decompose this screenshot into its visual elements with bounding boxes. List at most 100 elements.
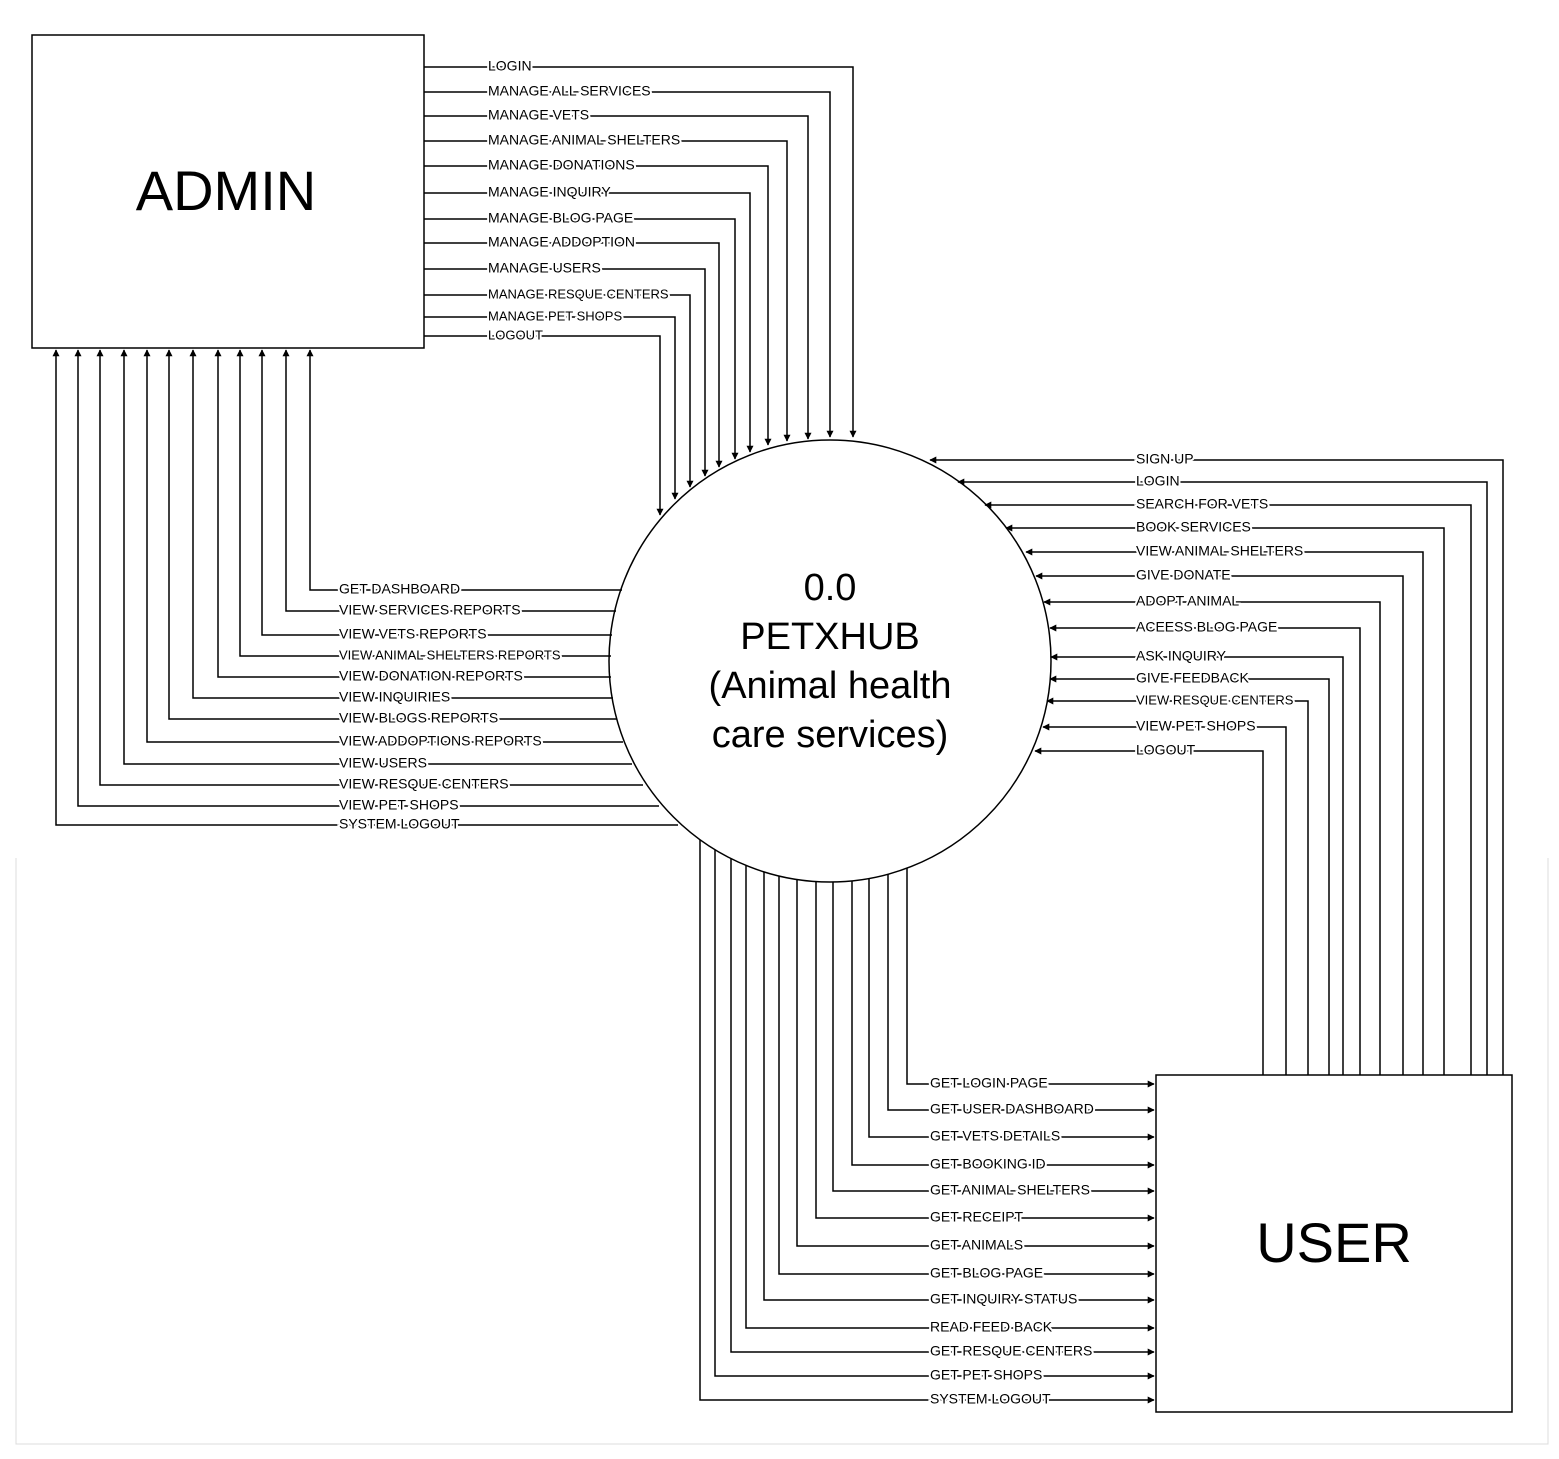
flow-label: MANAGE ALL SERVICES — [488, 83, 651, 99]
process-id: 0.0 — [804, 567, 857, 609]
flow-user-to-system — [984, 501, 1472, 1075]
data-flows: LOGIN MANAGE ALL SERVICES MANAGE VETS MANAG… — [52, 56, 1504, 1409]
admin-entity[interactable]: ADMIN — [31, 34, 425, 349]
flow-system-to-user — [815, 881, 1155, 1222]
process-node[interactable]: 0.0 PETXHUB (Animal health care services… — [608, 439, 1052, 883]
flow-label: GET BLOG PAGE — [930, 1265, 1043, 1281]
admin-label: ADMIN — [136, 159, 316, 222]
flow-label: VIEW SERVICES REPORTS — [339, 602, 521, 618]
flow-admin-to-system — [424, 294, 694, 488]
flow-label: GET ANIMALS — [930, 1237, 1023, 1253]
flow-label: ADOPT ANIMAL — [1136, 593, 1239, 609]
flow-user-to-system — [1049, 624, 1361, 1075]
flow-system-to-admin — [258, 349, 612, 636]
flow-admin-to-system — [424, 66, 857, 438]
flow-label: VIEW VETS REPORTS — [339, 626, 487, 642]
flow-label: SEARCH FOR VETS — [1136, 496, 1268, 512]
flow-label: LOGOUT — [488, 327, 543, 342]
flow-label: VIEW PET SHOPS — [1136, 718, 1256, 734]
flow-system-to-admin — [306, 349, 622, 591]
flow-label: GET BOOKING ID — [930, 1156, 1046, 1172]
flow-admin-to-system — [424, 165, 772, 446]
flow-system-to-user — [763, 871, 1155, 1304]
process-desc-2: care services) — [712, 714, 949, 756]
process-name: PETXHUB — [740, 616, 919, 658]
flow-user-to-system — [1025, 548, 1424, 1075]
flow-system-to-user — [906, 868, 1155, 1088]
flow-user-to-system — [957, 478, 1488, 1075]
flow-label: READ FEED BACK — [930, 1319, 1053, 1335]
flow-system-to-user — [778, 876, 1155, 1278]
flow-label: MANAGE INQUIRY — [488, 184, 611, 200]
flow-label: VIEW BLOGS REPORTS — [339, 710, 498, 726]
flow-user-to-system — [1005, 524, 1445, 1075]
flow-system-to-admin — [189, 349, 613, 699]
flow-label: VIEW RESQUE CENTERS — [339, 776, 509, 792]
flow-label: VIEW ANIMAL SHELTERS REPORTS — [339, 647, 561, 662]
flow-system-to-admin — [214, 349, 611, 678]
flow-label: VIEW INQUIRIES — [339, 689, 450, 705]
flow-label: LOGIN — [488, 58, 532, 74]
flow-system-to-user — [714, 849, 1155, 1380]
flow-user-to-system — [1043, 598, 1381, 1075]
flow-label: BOOK SERVICES — [1136, 519, 1251, 535]
flow-label: VIEW PET SHOPS — [339, 797, 459, 813]
flow-system-to-user — [887, 874, 1155, 1114]
flow-label: GET USER DASHBOARD — [930, 1101, 1094, 1117]
flow-label: ASK INQUIRY — [1136, 648, 1227, 664]
admin-box — [31, 34, 425, 349]
page-frame — [15, 858, 1549, 1445]
flow-label: GET RECEIPT — [930, 1209, 1024, 1225]
flow-label: GET DASHBOARD — [339, 581, 460, 597]
flow-user-to-system — [929, 456, 1504, 1075]
flow-system-to-user — [745, 865, 1155, 1332]
flow-user-to-system — [1046, 697, 1309, 1075]
flow-admin-to-system — [424, 316, 679, 500]
flow-label: GET VETS DETAILS — [930, 1128, 1060, 1144]
flow-label: GET ANIMAL SHELTERS — [930, 1182, 1090, 1198]
flow-admin-to-system — [424, 115, 812, 440]
user-entity[interactable]: USER — [1155, 1074, 1513, 1413]
flow-label: GET PET SHOPS — [930, 1367, 1042, 1383]
flow-label: MANAGE VETS — [488, 107, 589, 123]
flow-label: SIGN UP — [1136, 451, 1194, 467]
flow-label: GET LOGIN PAGE — [930, 1075, 1048, 1091]
flow-admin-to-system — [424, 268, 709, 477]
flow-label: VIEW USERS — [339, 755, 427, 771]
flow-label: ACEESS BLOG PAGE — [1136, 619, 1277, 635]
flow-system-to-user — [851, 880, 1155, 1169]
flow-label: GET RESQUE CENTERS — [930, 1343, 1092, 1359]
user-label: USER — [1256, 1211, 1412, 1274]
flow-system-to-user — [832, 882, 1155, 1195]
flow-label: MANAGE ANIMAL SHELTERS — [488, 132, 680, 148]
flow-system-to-user — [699, 839, 1155, 1404]
flow-system-to-user — [730, 858, 1155, 1356]
flow-label: VIEW RESQUE CENTERS — [1136, 692, 1294, 707]
flow-label: MANAGE BLOG PAGE — [488, 210, 633, 226]
flow-system-to-admin — [52, 349, 678, 826]
flow-label: GIVE FEEDBACK — [1136, 670, 1249, 686]
process-circle — [608, 439, 1052, 883]
flow-user-to-system — [1035, 572, 1404, 1075]
flow-user-to-system — [1034, 747, 1264, 1075]
flow-system-to-admin — [165, 349, 617, 720]
flow-label: MANAGE ADDOPTION — [488, 234, 635, 250]
flow-system-to-admin — [143, 349, 623, 743]
flow-label: GIVE DONATE — [1136, 567, 1231, 583]
flow-admin-to-system — [424, 242, 723, 468]
flow-label: GET INQUIRY STATUS — [930, 1291, 1077, 1307]
flow-label: VIEW ANIMAL SHELTERS — [1136, 543, 1303, 559]
flow-label: MANAGE USERS — [488, 260, 601, 276]
flow-user-to-system — [1049, 675, 1330, 1075]
flow-user-to-system — [1050, 653, 1344, 1075]
flow-system-to-admin — [120, 349, 632, 765]
flow-user-to-system — [1042, 723, 1287, 1075]
user-box — [1155, 1074, 1513, 1413]
flow-label: SYSTEM LOGOUT — [339, 816, 460, 832]
flow-label: VIEW ADDOPTIONS REPORTS — [339, 733, 542, 749]
flow-label: MANAGE DONATIONS — [488, 157, 635, 173]
flow-admin-to-system — [424, 218, 739, 460]
flow-admin-to-system — [424, 335, 664, 516]
flow-system-to-admin — [236, 349, 611, 657]
flow-label: SYSTEM LOGOUT — [930, 1391, 1051, 1407]
